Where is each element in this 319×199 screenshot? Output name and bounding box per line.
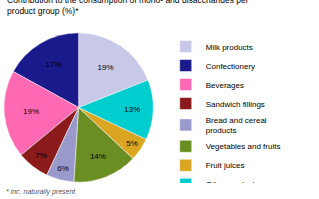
svg-text:Confectionery: Confectionery <box>206 62 255 71</box>
svg-text:* inc. naturally present: * inc. naturally present <box>6 188 76 196</box>
svg-text:6%: 6% <box>57 164 69 173</box>
svg-text:Other products: Other products <box>206 180 259 183</box>
svg-text:14%: 14% <box>90 152 106 161</box>
svg-text:17%: 17% <box>45 60 61 69</box>
svg-text:19%: 19% <box>23 107 39 116</box>
svg-text:19%: 19% <box>97 63 113 72</box>
svg-text:Sandwich fillings: Sandwich fillings <box>206 100 265 109</box>
svg-text:7%: 7% <box>35 151 47 160</box>
svg-text:Beverages: Beverages <box>206 81 244 90</box>
svg-text:13%: 13% <box>124 105 140 114</box>
svg-text:Fruit juices: Fruit juices <box>206 161 245 170</box>
svg-text:Bread and cerealproducts: Bread and cerealproducts <box>206 116 267 135</box>
svg-text:Vegetables and fruits: Vegetables and fruits <box>206 142 281 151</box>
svg-text:Milk products: Milk products <box>206 43 253 52</box>
svg-text:5%: 5% <box>126 139 138 148</box>
svg-text:Contribution to the consumptio: Contribution to the consumption of mono-… <box>7 0 249 16</box>
